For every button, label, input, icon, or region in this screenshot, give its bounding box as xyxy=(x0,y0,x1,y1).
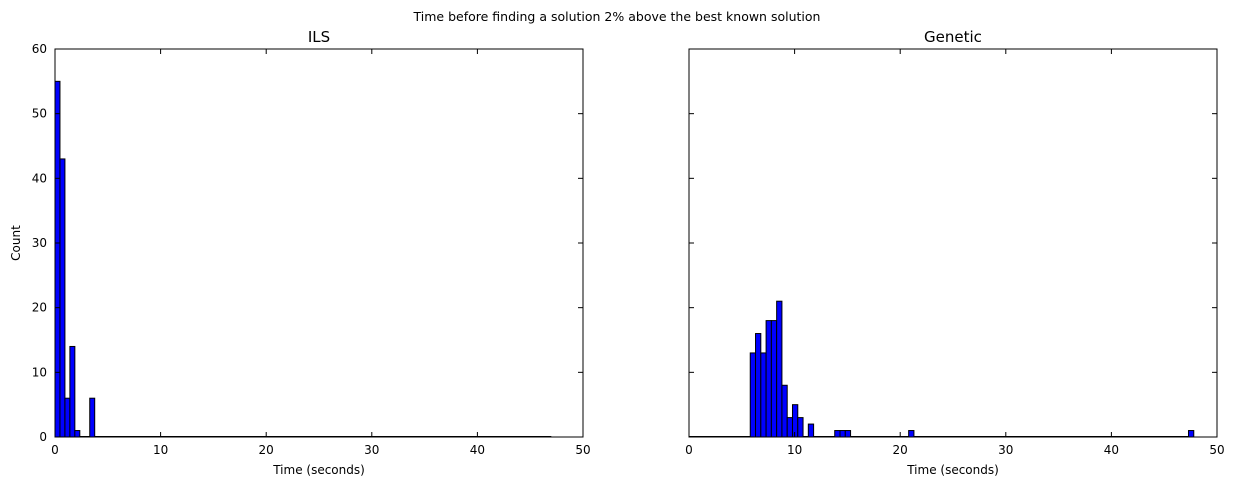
ils-ytick-label-5: 50 xyxy=(32,107,47,121)
ils-bar-0 xyxy=(54,80,61,438)
genetic-bar-8 xyxy=(791,404,799,438)
genetic-xtick-label-0: 0 xyxy=(685,443,693,457)
genetic-bar-5 xyxy=(776,300,783,438)
genetic-xtick-label-5: 50 xyxy=(1209,443,1224,457)
genetic-bar-4 xyxy=(770,320,778,438)
genetic-histogram-panel: 0 10 20 30 40 50 Genetic Time (seconds) xyxy=(685,28,1224,477)
genetic-bar-13 xyxy=(844,430,852,438)
ils-ytick-label-6: 60 xyxy=(32,42,47,56)
genetic-xtick-label-3: 30 xyxy=(998,443,1013,457)
genetic-bar-11 xyxy=(834,430,841,438)
ils-ytick-label-0: 0 xyxy=(39,430,47,444)
ils-xtick-label-4: 40 xyxy=(470,443,485,457)
ils-axes-frame xyxy=(54,48,584,438)
ils-xtick-label-2: 20 xyxy=(259,443,274,457)
ils-xtick-label-0: 0 xyxy=(51,443,59,457)
genetic-bar-1 xyxy=(755,333,762,438)
genetic-bar-10 xyxy=(807,423,815,438)
genetic-bar-14 xyxy=(908,430,915,438)
genetic-xtick-label-1: 10 xyxy=(787,443,802,457)
ils-histogram-panel: 0 10 20 30 40 50 0 10 20 30 40 50 60 ILS Time (seconds… xyxy=(9,28,591,477)
genetic-xlabel: Time (seconds) xyxy=(906,463,999,477)
genetic-xtick-label-4: 40 xyxy=(1104,443,1119,457)
genetic-bar-3 xyxy=(765,320,772,438)
ils-xlabel: Time (seconds) xyxy=(272,463,365,477)
ils-xtick-label-5: 50 xyxy=(575,443,590,457)
ils-ytick-label-2: 20 xyxy=(32,301,47,315)
ils-ylabel: Count xyxy=(9,225,23,261)
genetic-bar-2 xyxy=(760,352,767,438)
genetic-bar-0 xyxy=(749,352,757,438)
genetic-bar-15 xyxy=(1187,430,1195,438)
ils-bar-5 xyxy=(89,397,96,438)
ils-bar-2 xyxy=(64,397,71,438)
ils-ytick-label-4: 40 xyxy=(32,171,47,185)
ils-title: ILS xyxy=(308,28,330,46)
genetic-bar-12 xyxy=(839,430,846,438)
ils-ytick-label-3: 30 xyxy=(32,236,47,250)
ils-xtick-label-3: 30 xyxy=(364,443,379,457)
genetic-bar-6 xyxy=(781,384,788,438)
ils-bar-3 xyxy=(69,345,76,438)
ils-bar-1 xyxy=(59,158,66,438)
genetic-bar-7 xyxy=(786,417,793,438)
genetic-bar-9 xyxy=(797,417,804,438)
ils-bar-4 xyxy=(74,430,81,438)
figure-suptitle: Time before finding a solution 2% above … xyxy=(413,9,821,24)
ils-xtick-label-1: 10 xyxy=(153,443,168,457)
genetic-xtick-label-2: 20 xyxy=(893,443,908,457)
ils-ytick-label-1: 10 xyxy=(32,365,47,379)
genetic-title: Genetic xyxy=(924,28,982,46)
